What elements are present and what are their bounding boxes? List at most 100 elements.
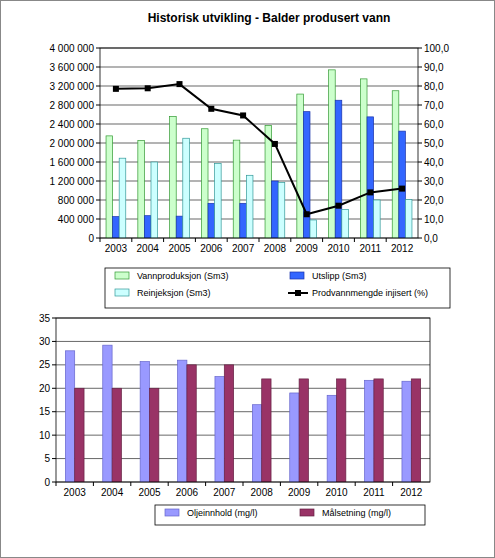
marks [65, 345, 420, 482]
tick [96, 86, 100, 87]
category-label: 2007 [232, 243, 255, 254]
tick [52, 318, 56, 319]
tick-label: 100,0 [424, 43, 449, 54]
tick-label: 90,0 [424, 62, 444, 73]
bar [144, 216, 151, 238]
tick-label: 10 [39, 430, 51, 441]
bar [290, 393, 299, 482]
tick [386, 238, 387, 242]
bar [140, 362, 149, 482]
tick-label: 25 [39, 359, 51, 370]
page: Historisk utvikling - Balder produsert v… [0, 0, 495, 558]
marker [145, 85, 151, 91]
bar [329, 70, 336, 238]
marker [272, 141, 278, 147]
grid-line [56, 341, 430, 342]
marks [106, 70, 412, 238]
tick [418, 181, 422, 182]
tick [243, 482, 244, 486]
bar [299, 379, 308, 482]
tick-label: 3 600 000 [50, 62, 95, 73]
bar [215, 377, 224, 482]
tick [96, 219, 100, 220]
category-label: 2012 [391, 243, 414, 254]
tick [96, 162, 100, 163]
category-label: 2004 [101, 487, 124, 498]
category-label: 2008 [264, 243, 287, 254]
bar [265, 125, 272, 238]
bar [112, 388, 121, 482]
legend-label: Reinjeksjon (Sm3) [137, 288, 211, 298]
tick [96, 238, 100, 239]
tick-label: 15 [39, 406, 51, 417]
tick [52, 458, 56, 459]
bar [75, 388, 84, 482]
tick [418, 162, 422, 163]
tick [100, 238, 101, 242]
plot-area [100, 48, 418, 238]
legend-label: Oljeinnhold (mg/l) [187, 508, 258, 518]
tick [355, 482, 356, 486]
line [116, 84, 402, 214]
tick [317, 482, 318, 486]
tick-label: 30,0 [424, 176, 444, 187]
legend [105, 268, 450, 308]
tick [96, 67, 100, 68]
tick [418, 86, 422, 87]
legend-label: Utslipp (Sm3) [312, 271, 367, 281]
tick [354, 238, 355, 242]
legend [155, 505, 425, 525]
bar [150, 388, 159, 482]
tick [130, 482, 131, 486]
tick [418, 238, 422, 239]
marker [399, 186, 405, 192]
tick [52, 411, 56, 412]
category-label: 2003 [105, 243, 128, 254]
bar [113, 217, 120, 238]
tick [52, 388, 56, 389]
bar [138, 141, 145, 238]
category-label: 2007 [213, 487, 236, 498]
category-label: 2005 [138, 487, 161, 498]
category-label: 2009 [296, 243, 319, 254]
tick [280, 482, 281, 486]
bar [224, 365, 233, 482]
tick [418, 105, 422, 106]
tick [96, 48, 100, 49]
bar [278, 182, 285, 238]
tick [168, 482, 169, 486]
tick [418, 124, 422, 125]
bar [399, 131, 406, 238]
bar [176, 216, 183, 238]
bar [365, 380, 374, 482]
tick-label: 4 000 000 [50, 43, 95, 54]
tick [163, 238, 164, 242]
page-border [1, 1, 495, 558]
bar [65, 351, 74, 482]
tick [418, 48, 422, 49]
bar [183, 138, 190, 238]
category-label: 2008 [251, 487, 274, 498]
bar [297, 94, 304, 238]
tick-label: 80,0 [424, 81, 444, 92]
tick-label: 2 400 000 [50, 119, 95, 130]
bar [402, 381, 411, 482]
category-label: 2004 [137, 243, 160, 254]
tick-label: 2 000 000 [50, 138, 95, 149]
tick-label: 20 [39, 383, 51, 394]
tick-label: 1 600 000 [50, 157, 95, 168]
bar [208, 203, 215, 238]
tick [418, 200, 422, 201]
bar [374, 200, 381, 238]
category-label: 2005 [168, 243, 191, 254]
bar [215, 163, 222, 238]
tick [96, 200, 100, 201]
bar [405, 200, 412, 238]
legend-swatch [165, 509, 179, 516]
tick-label: 0 [88, 233, 94, 244]
bar [119, 158, 126, 238]
chart: 0510152025303520032004200520062007200820… [39, 313, 430, 526]
bar [252, 405, 261, 482]
tick-label: 3 200 000 [50, 81, 95, 92]
category-label: 2011 [363, 487, 385, 498]
